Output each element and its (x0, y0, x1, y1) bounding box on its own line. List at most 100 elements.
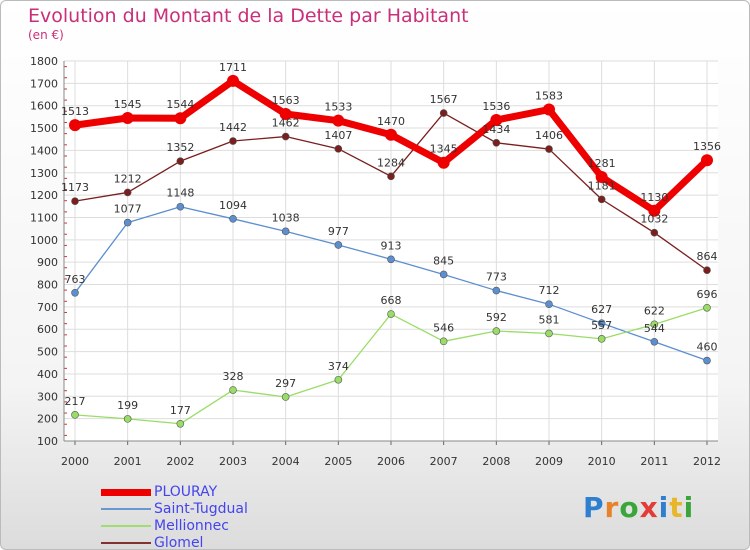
data-point (174, 112, 187, 125)
logo-letter: i (658, 491, 670, 524)
data-label: 1094 (219, 199, 247, 212)
data-point (439, 337, 448, 346)
data-point (334, 145, 343, 153)
data-label: 1434 (482, 123, 510, 136)
data-point (227, 74, 239, 87)
data-point (334, 375, 343, 384)
data-point (123, 218, 132, 227)
data-label: 1356 (693, 140, 721, 153)
data-label: 557 (591, 319, 612, 332)
data-point (123, 188, 132, 197)
data-point (334, 241, 343, 249)
y-tick-label: 1400 (30, 144, 58, 157)
data-point (492, 286, 501, 295)
data-point (492, 327, 501, 335)
data-label: 1470 (377, 115, 405, 128)
data-label: 1544 (166, 98, 194, 111)
data-point (71, 288, 79, 297)
data-label: 773 (486, 271, 507, 284)
data-label: 1130 (640, 191, 668, 204)
y-tick-label: 1600 (30, 100, 58, 113)
legend-label: Saint-Tugdual (154, 501, 248, 517)
data-point (545, 300, 553, 309)
data-label: 1462 (272, 117, 300, 130)
data-point (71, 197, 79, 205)
data-label: 1352 (166, 141, 194, 154)
x-tick-label: 2008 (482, 455, 510, 468)
data-label: 581 (539, 313, 560, 326)
data-label: 199 (117, 399, 138, 412)
data-point (650, 337, 659, 346)
data-point (648, 204, 661, 217)
x-tick-label: 2009 (535, 455, 563, 468)
data-point (543, 103, 555, 116)
data-label: 1148 (166, 187, 194, 200)
y-tick-label: 1100 (30, 211, 58, 224)
y-tick-label: 1200 (30, 189, 58, 202)
data-point (71, 411, 79, 419)
data-point (545, 145, 553, 153)
legend-item: PLOURAY (101, 484, 321, 501)
x-tick-label: 2010 (588, 455, 616, 468)
data-point (281, 132, 290, 141)
data-point (229, 386, 237, 394)
legend-label: Glomel (154, 535, 204, 550)
data-point (703, 303, 711, 312)
data-label: 1406 (535, 129, 563, 142)
data-point (69, 119, 81, 132)
y-tick-label: 1800 (30, 55, 58, 68)
chart-title: Evolution du Montant de la Dette par Hab… (28, 5, 469, 27)
legend-item: Glomel (101, 535, 321, 550)
data-point (387, 255, 395, 264)
logo-letter: o (619, 491, 640, 524)
logo-letter: i (683, 491, 695, 524)
data-point (387, 310, 395, 318)
y-tick-label: 300 (37, 390, 58, 403)
legend-swatch (101, 525, 151, 527)
data-point (595, 171, 608, 184)
data-label: 1407 (324, 129, 352, 142)
data-label: 544 (644, 322, 665, 335)
logo-letter: x (639, 491, 659, 524)
data-label: 1442 (219, 121, 247, 134)
data-label: 1513 (61, 105, 89, 118)
y-tick-label: 1500 (30, 122, 58, 135)
data-point (701, 154, 713, 167)
data-point (597, 195, 606, 204)
legend-label: Mellionnec (154, 518, 229, 534)
y-tick-label: 800 (37, 279, 58, 292)
data-point (650, 228, 659, 237)
data-label: 1533 (324, 101, 352, 114)
y-tick-label: 100 (37, 435, 58, 448)
data-label: 696 (697, 288, 718, 301)
data-label: 1281 (588, 157, 616, 170)
x-tick-label: 2012 (693, 455, 721, 468)
y-tick-label: 1000 (30, 234, 58, 247)
y-tick-label: 1700 (30, 77, 58, 90)
data-point (439, 270, 448, 279)
data-label: 1536 (482, 100, 510, 113)
legend-swatch (101, 489, 151, 496)
x-tick-label: 2006 (377, 455, 405, 468)
data-label: 1212 (114, 172, 142, 185)
data-label: 1545 (114, 98, 142, 111)
data-point (229, 137, 237, 145)
legend-swatch (101, 542, 151, 544)
data-label: 1181 (588, 179, 616, 192)
data-point (229, 215, 237, 223)
legend-item: Saint-Tugdual (101, 501, 321, 518)
legend-swatch (101, 508, 151, 510)
data-label: 177 (170, 404, 191, 417)
x-tick-label: 2005 (324, 455, 352, 468)
proxiti-logo: Proxiti (583, 491, 694, 524)
data-label: 1284 (377, 156, 405, 169)
y-tick-label: 400 (37, 368, 58, 381)
data-point (703, 356, 711, 365)
data-label: 374 (328, 360, 349, 373)
x-tick-label: 2004 (272, 455, 300, 468)
logo-letter: P (583, 491, 605, 524)
data-point (121, 112, 134, 124)
legend-label: PLOURAY (154, 484, 218, 500)
data-point (281, 393, 290, 401)
data-point (176, 202, 185, 211)
